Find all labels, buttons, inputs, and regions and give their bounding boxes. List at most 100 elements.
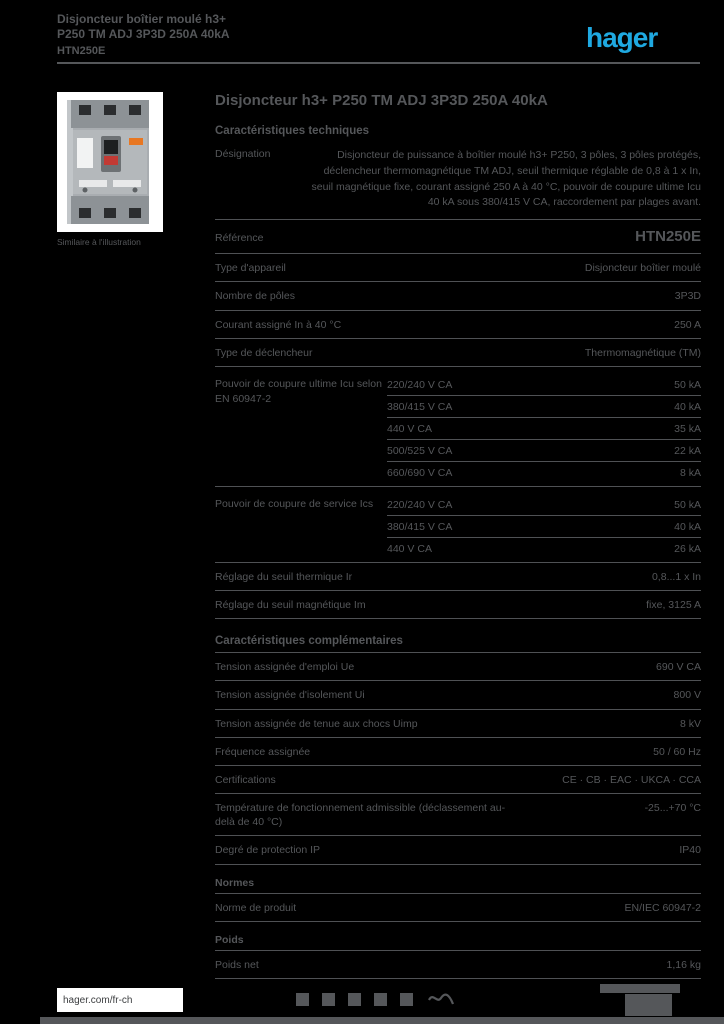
spec-rows-settings: Réglage du seuil thermique Ir 0,8...1 x I… <box>215 563 701 620</box>
spec-row: Courant assigné In à 40 °C 250 A <box>215 311 701 339</box>
voltage-label: 500/525 V CA <box>387 444 453 457</box>
spec-label: Fréquence assignée <box>215 745 311 758</box>
qr-code-top <box>600 984 680 993</box>
spec-value: 8 kV <box>679 717 701 730</box>
spec-row: Température de fonctionnement admissible… <box>215 794 701 837</box>
spec-value: 250 A <box>674 318 701 331</box>
voltage-value: 22 kA <box>674 444 701 457</box>
spec-row: Norme de produit EN/IEC 60947-2 <box>215 894 701 922</box>
section-heading-norms: Normes <box>215 877 701 894</box>
voltage-row: 440 V CA 35 kA <box>387 418 701 440</box>
icu-block: Pouvoir de coupure ultime Icu selon EN 6… <box>215 367 701 487</box>
voltage-label: 220/240 V CA <box>387 498 453 511</box>
ics-block: Pouvoir de coupure de service Ics 220/240… <box>215 487 701 563</box>
spec-row: Réglage du seuil thermique Ir 0,8...1 x I… <box>215 563 701 592</box>
qr-code-body <box>625 994 672 1016</box>
approval-mark-3-icon <box>348 992 361 1006</box>
product-image <box>57 92 163 232</box>
spec-row: Tension assignée d'emploi Ue 690 V CA <box>215 653 701 682</box>
voltage-row: 380/415 V CA 40 kA <box>387 516 701 538</box>
approval-mark-1-icon <box>296 992 309 1006</box>
voltage-row: 220/240 V CA 50 kA <box>387 494 701 516</box>
spec-row: Type de déclencheur Thermomagnétique (TM) <box>215 339 701 367</box>
spec-value: Thermomagnétique (TM) <box>584 346 701 359</box>
website-link[interactable]: hager.com/fr-ch <box>63 994 133 1006</box>
spec-row: Référence HTN250E <box>215 220 701 255</box>
spec-group-label: Pouvoir de coupure ultime Icu selon EN 6… <box>215 377 382 405</box>
spec-rows-weight: Poids net 1,16 kg <box>215 951 701 979</box>
voltage-value: 26 kA <box>674 542 701 555</box>
voltage-label: 440 V CA <box>387 422 432 435</box>
approval-mark-2-icon <box>322 992 335 1006</box>
spec-group-label: Pouvoir de coupure de service Ics <box>215 497 374 510</box>
voltage-row: 660/690 V CA 8 kA <box>387 462 701 479</box>
spec-label: Degré de protection IP <box>215 844 321 857</box>
mccb-breaker-illustration <box>67 100 149 224</box>
spec-value: HTN250E <box>635 228 701 245</box>
voltage-list: 220/240 V CA 50 kA 380/415 V CA 40 kA 440 V … <box>387 374 701 479</box>
section-heading-complementary: Caractéristiques complémentaires <box>215 635 701 654</box>
voltage-value: 50 kA <box>674 378 701 391</box>
spec-row: Tension assignée de tenue aux chocs Uimp… <box>215 710 701 738</box>
spec-value: 50 / 60 Hz <box>653 745 701 758</box>
voltage-row: 440 V CA 26 kA <box>387 538 701 555</box>
header-divider <box>57 62 700 64</box>
spec-value: EN/IEC 60947-2 <box>624 901 701 914</box>
voltage-label: 380/415 V CA <box>387 520 453 533</box>
voltage-label: 660/690 V CA <box>387 466 453 479</box>
approval-marks-row <box>296 990 454 1008</box>
voltage-value: 40 kA <box>674 520 701 533</box>
voltage-label: 440 V CA <box>387 542 432 555</box>
section-heading-weight: Poids <box>215 934 701 951</box>
spec-value: 0,8...1 x In <box>651 570 701 583</box>
spec-value: 3P3D <box>674 290 701 303</box>
voltage-label: 380/415 V CA <box>387 400 453 413</box>
spec-row: Type d'appareil Disjoncteur boîtier moulé <box>215 254 701 283</box>
product-image-caption: Similaire à l'illustration <box>57 237 141 247</box>
voltage-row: 380/415 V CA 40 kA <box>387 396 701 418</box>
voltage-row: 500/525 V CA 22 kA <box>387 440 701 462</box>
spec-value: IP40 <box>679 844 701 857</box>
website-box: hager.com/fr-ch <box>57 988 183 1012</box>
spec-column: Disjoncteur h3+ P250 TM ADJ 3P3D 250A 40… <box>215 92 701 979</box>
spec-row: Degré de protection IP IP40 <box>215 836 701 865</box>
spec-rows-general: Type d'appareil Disjoncteur boîtier moulé… <box>215 254 701 367</box>
spec-value: 800 V <box>673 689 701 702</box>
spec-label: Type de déclencheur <box>215 346 313 359</box>
spec-label: Tension assignée d'emploi Ue <box>215 661 355 674</box>
spec-label: Température de fonctionnement admissible… <box>215 802 506 829</box>
spec-label: Type d'appareil <box>215 262 286 275</box>
spec-label: Nombre de pôles <box>215 290 295 303</box>
hager-logo: hager <box>586 22 658 53</box>
section-heading-technical: Caractéristiques techniques <box>215 125 370 137</box>
spec-row: Certifications CE · CB · EAC · UKCA · CCA <box>215 766 701 795</box>
page-title: Disjoncteur h3+ P250 TM ADJ 3P3D 250A 40… <box>215 92 548 109</box>
spec-label: Référence <box>215 232 264 244</box>
voltage-value: 35 kA <box>674 422 701 435</box>
spec-row: Poids net 1,16 kg <box>215 951 701 979</box>
spec-label: Certifications <box>215 773 276 786</box>
header-product-block: Disjoncteur boîtier moulé h3+ P250 TM AD… <box>57 12 230 59</box>
voltage-value: 50 kA <box>674 498 701 511</box>
spec-value: 690 V CA <box>656 661 701 674</box>
signature-scribble-icon <box>428 993 454 1005</box>
spec-rows-complementary: Tension assignée d'emploi Ue 690 V CA Tens… <box>215 653 701 865</box>
spec-value: CE · CB · EAC · UKCA · CCA <box>562 773 701 786</box>
spec-value: -25...+70 °C <box>644 802 701 815</box>
spec-label: Courant assigné In à 40 °C <box>215 318 342 331</box>
header-reference: HTN250E <box>57 45 106 57</box>
reference-rows: Référence HTN250E <box>215 220 701 255</box>
spec-value: Disjoncteur boîtier moulé <box>584 262 701 275</box>
spec-row: Réglage du seuil magnétique Im fixe, 3125… <box>215 591 701 620</box>
spec-label: Tension assignée d'isolement Ui <box>215 689 365 702</box>
qr-code <box>600 984 680 1016</box>
header-title-line1: Disjoncteur boîtier moulé h3+ <box>57 12 227 26</box>
header-title-line2: P250 TM ADJ 3P3D 250A 40kA <box>57 27 230 41</box>
approval-mark-5-icon <box>400 992 413 1006</box>
description-value: Disjoncteur de puissance à boîtier moulé… <box>311 149 701 209</box>
description-label: Désignation <box>215 148 271 160</box>
spec-row: Fréquence assignée 50 / 60 Hz <box>215 738 701 766</box>
spec-label: Poids net <box>215 958 259 971</box>
spec-label: Réglage du seuil magnétique Im <box>215 599 366 612</box>
